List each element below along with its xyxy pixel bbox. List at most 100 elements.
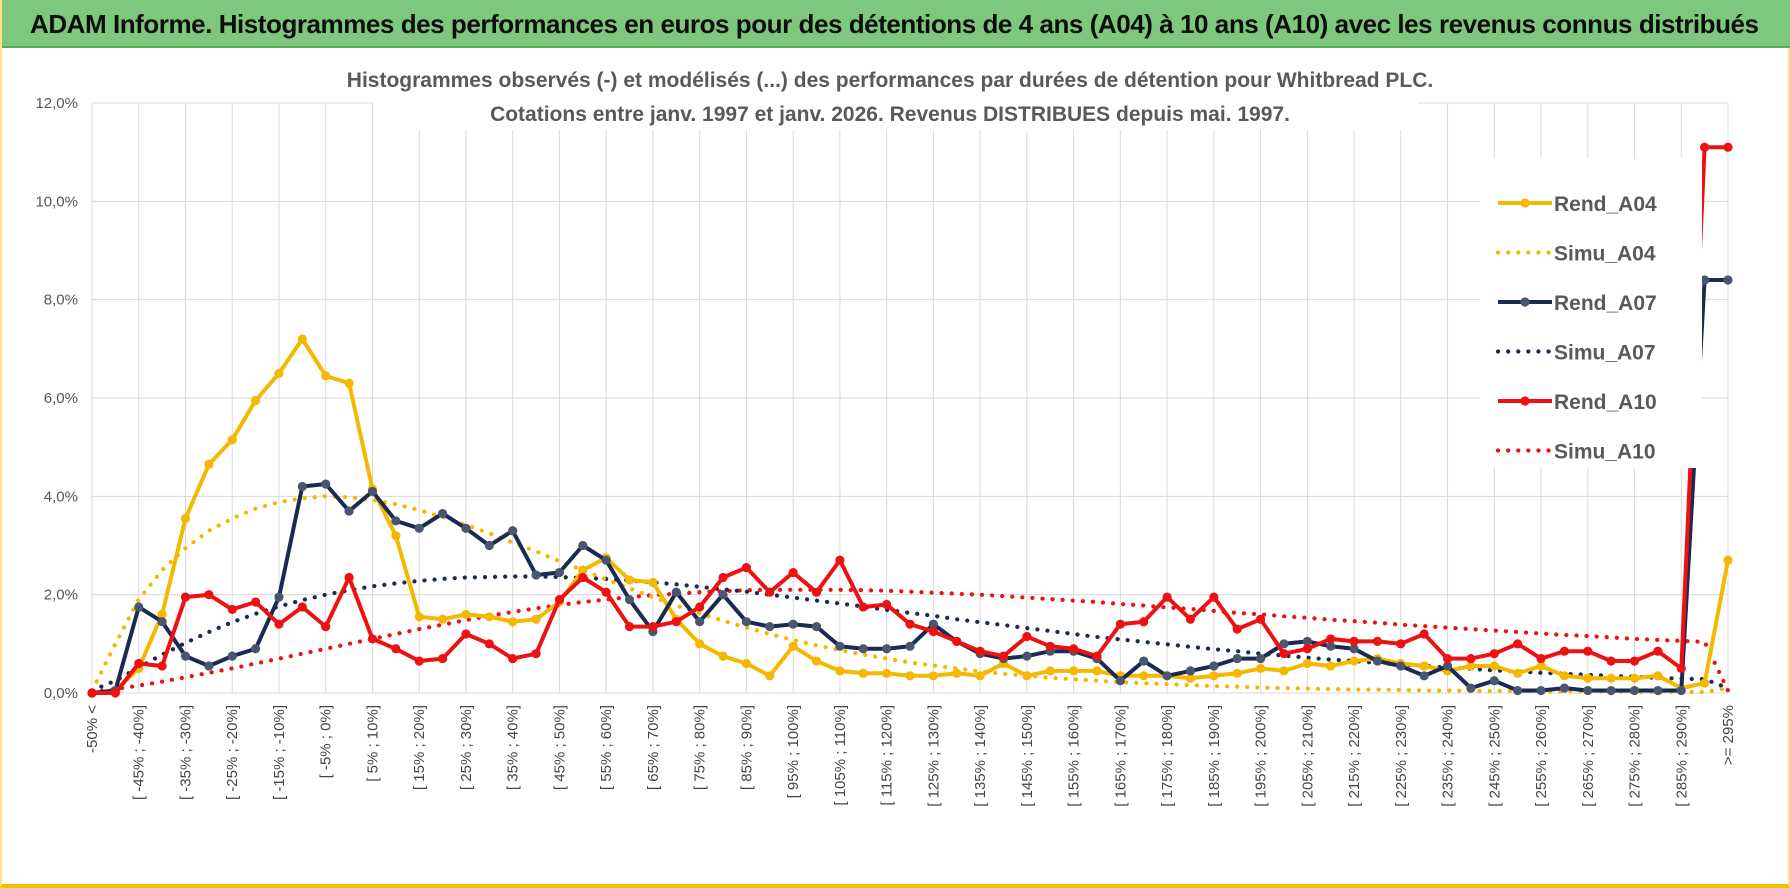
data-point [648,622,658,632]
legend-marker [1520,297,1530,307]
data-point [437,653,448,664]
data-point [835,666,845,676]
header-banner: ADAM Informe. Histogrammes des performan… [2,0,1790,48]
legend-item: Simu_A07 [1495,342,1656,365]
data-point [180,651,191,661]
data-point [1513,685,1523,696]
x-tick-label: [ 95% ; 100%] [785,705,802,798]
data-point [274,368,284,379]
data-point [1629,685,1640,696]
data-point [134,658,144,669]
y-tick-label: 2,0% [44,587,78,604]
legend-label: Simu_A07 [1554,342,1656,365]
series-simu-a07 [89,574,1731,693]
data-point [905,641,915,651]
legend-item: Rend_A07 [1498,292,1657,315]
x-tick-label: [ 155% ; 160%] [1066,705,1083,807]
data-point [508,617,518,627]
data-point [251,597,261,607]
data-point [1045,641,1055,651]
data-point [274,592,284,602]
x-tick-label: [ 45% ; 50%] [551,705,568,790]
data-point [1676,663,1686,674]
series-rend-a10 [87,142,1733,698]
data-point [227,651,237,661]
x-tick-label: [ 105% ; 110%] [832,705,849,806]
legend-item: Simu_A04 [1495,243,1656,266]
x-tick-label: [ 245% ; 250%] [1486,705,1503,807]
data-point [928,671,938,681]
data-point [391,531,401,541]
data-point [741,617,752,627]
data-point [1326,661,1336,671]
series-rend-a07 [87,275,1733,698]
data-point [297,334,307,344]
data-point [1302,658,1312,669]
histogram-chart: 0,0% 2,0% 4,0% 6,0% 8,0% 10,0% 12,0% -50% < [ -… [35,64,1737,807]
data-point [1279,639,1289,649]
data-point [1676,685,1686,696]
data-point [321,479,331,489]
data-point [531,649,541,659]
data-point [1232,668,1242,678]
data-point [952,668,962,678]
data-point [1022,671,1032,681]
data-point [578,565,588,575]
data-point [858,668,868,678]
data-point [1255,653,1266,664]
data-point [1396,661,1406,671]
data-point [1255,663,1266,674]
x-tick-label: [ -5% ; 0%] [318,705,335,778]
data-point [858,602,868,612]
data-point [811,622,822,632]
series-simu-a04 [89,494,1731,695]
data-point [765,622,775,632]
y-tick-label: 4,0% [44,488,78,505]
page-title: ADAM Informe. Histogrammes des performan… [30,9,1759,39]
data-point [1606,673,1616,683]
data-point [1209,671,1219,681]
legend-item: Rend_A04 [1498,193,1657,216]
data-point [788,619,798,629]
data-point [975,671,985,681]
data-point [1372,636,1383,646]
series-simu-a10 [89,587,1731,695]
data-point [1559,646,1569,656]
x-axis-ticks: -50% < [ -45% ; -40%] [ -35% ; -30%] [ -25%… [84,705,1737,807]
data-point [695,602,705,612]
data-point [788,641,798,651]
data-point [1022,631,1032,642]
data-point [1629,656,1640,666]
data-point [344,572,354,583]
data-point [157,617,167,627]
data-point [461,629,471,639]
data-point [134,602,144,612]
data-point [1653,671,1663,681]
legend-marker [1520,198,1530,208]
x-tick-label: [ 135% ; 140%] [972,705,989,807]
x-tick-label: [ -25% ; -20%] [224,705,241,800]
data-point [414,523,424,533]
data-point [1442,653,1453,664]
legend-background [1480,158,1702,468]
data-point [624,594,635,605]
data-point [1045,666,1055,676]
legend-label: Rend_A07 [1554,292,1657,315]
data-point [671,617,681,627]
chart-title-line-1: Histogrammes observés (-) et modélisés (… [347,69,1433,92]
y-tick-label: 8,0% [44,292,78,309]
data-point [484,540,494,551]
data-point [671,587,681,597]
data-point [227,435,237,445]
chart-title-background [374,64,1418,130]
data-point [788,567,798,578]
data-point [414,656,424,666]
x-tick-label: [ 25% ; 30%] [458,705,475,790]
data-point [251,395,261,406]
x-tick-label: [ 275% ; 280%] [1627,705,1644,807]
data-point [1092,666,1102,676]
data-point [508,653,518,664]
data-point [1536,685,1546,696]
data-point [204,661,214,671]
data-point [1559,671,1569,681]
